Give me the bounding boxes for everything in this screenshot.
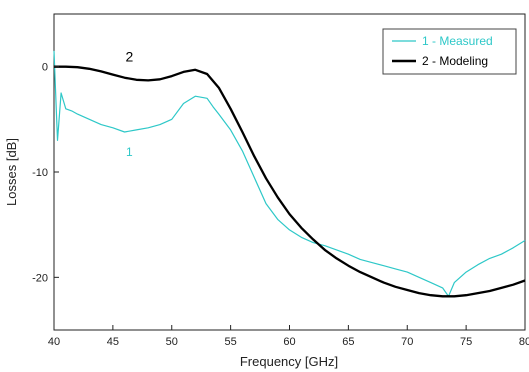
series-line-measured [53, 50, 526, 297]
y-axis-ticks: 0 -10 -20 [32, 62, 59, 284]
x-tick-label: 75 [460, 336, 472, 348]
series-line-modeling [54, 65, 526, 298]
y-tick-label: 0 [42, 62, 48, 74]
y-tick-label: -10 [32, 167, 48, 179]
x-tick-label: 60 [283, 336, 295, 348]
curve-label-2: 2 [125, 48, 133, 64]
x-axis-label: Frequency [GHz] [240, 354, 338, 369]
x-tick-label: 70 [401, 336, 413, 348]
y-tick-label: -20 [32, 272, 48, 284]
x-tick-label: 40 [48, 336, 60, 348]
x-tick-label: 65 [342, 336, 354, 348]
legend-label-modeling: 2 - Modeling [422, 54, 488, 68]
x-tick-label: 45 [107, 336, 119, 348]
series-layer [53, 50, 526, 298]
x-axis-ticks: 40 45 50 55 60 65 70 75 80 [48, 325, 529, 348]
legend: 1 - Measured 2 - Modeling [382, 28, 517, 75]
x-tick-label: 80 [519, 336, 529, 348]
annotations: 21 [125, 48, 133, 159]
curve-label-1: 1 [126, 145, 133, 159]
x-tick-label: 50 [166, 336, 178, 348]
legend-label-measured: 1 - Measured [422, 34, 493, 48]
y-axis-label: Losses [dB] [4, 138, 19, 206]
legend-box [382, 28, 517, 75]
x-tick-label: 55 [225, 336, 237, 348]
